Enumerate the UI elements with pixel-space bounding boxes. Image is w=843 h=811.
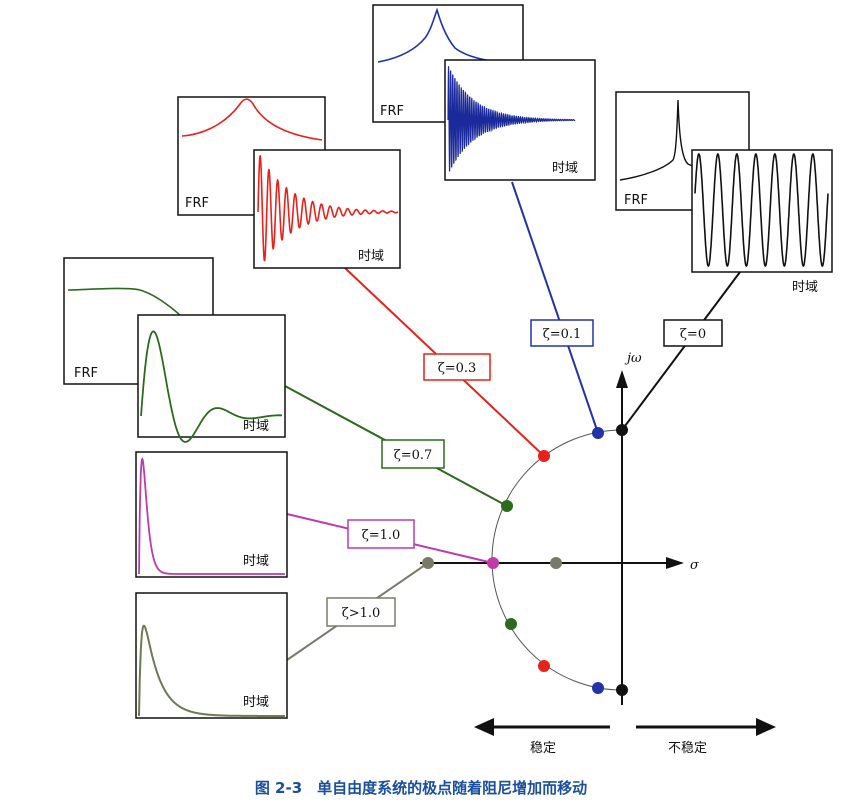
tag-z10-text: ζ=1.0	[362, 528, 401, 543]
tag-z0-text: ζ=0	[680, 327, 706, 342]
time-label-z07: 时域	[243, 419, 269, 434]
stable-label: 稳定	[530, 740, 556, 756]
tag-z01-text: ζ=0.1	[543, 327, 582, 342]
time-curve-z07	[140, 330, 282, 443]
pole-z0-upper	[616, 424, 628, 436]
pole-z01-lower	[592, 682, 604, 694]
time-curve-z0	[694, 152, 829, 268]
time-curve-zgt1	[138, 624, 285, 717]
time-label-zgt1: 时域	[243, 695, 269, 710]
tag-z03-text: ζ=0.3	[438, 361, 477, 376]
tag-z03: ζ=0.3	[423, 353, 491, 381]
pole-z03-lower	[538, 660, 550, 672]
tag-z07-text: ζ=0.7	[394, 448, 433, 463]
frf-label-z07: FRF	[74, 366, 98, 381]
s-plane: jω σ 稳定 不稳定	[420, 351, 776, 756]
frf-curve-z01	[377, 7, 521, 65]
tag-z07: ζ=0.7	[381, 439, 445, 469]
frf-label-z01: FRF	[380, 104, 404, 119]
imaginary-axis-label: jω	[624, 351, 642, 366]
poles	[422, 424, 628, 696]
time-curve-z01	[447, 66, 576, 172]
pole-z03-upper	[538, 450, 550, 462]
time-label-z03: 时域	[358, 249, 384, 264]
pole-zgt1-left	[422, 557, 434, 569]
time-curve-z03	[257, 154, 399, 262]
unstable-arrow-head	[756, 718, 776, 736]
pole-z07-lower	[505, 618, 517, 630]
panel-group-z07: FRF 时域	[63, 257, 286, 443]
time-label-z10: 时域	[243, 554, 269, 569]
leader-z01	[511, 181, 599, 434]
frf-label-z03: FRF	[185, 196, 209, 211]
tag-z10: ζ=1.0	[347, 519, 415, 549]
pole-z01-upper	[592, 427, 604, 439]
panel-group-z0: FRF 时域	[615, 91, 833, 295]
imaginary-axis-arrow	[616, 370, 628, 388]
frf-label-z0: FRF	[624, 193, 648, 208]
time-panel-z03	[253, 149, 401, 269]
time-label-z0: 时域	[792, 280, 818, 295]
pole-z10	[487, 557, 499, 569]
stable-arrow-head	[474, 718, 494, 736]
leader-z0	[621, 271, 741, 431]
tag-z01: ζ=0.1	[530, 319, 594, 347]
time-panel-z10	[135, 451, 288, 578]
pole-zgt1-right	[550, 557, 562, 569]
tag-z0: ζ=0	[663, 319, 723, 347]
time-panel-zgt1	[135, 592, 288, 719]
time-curve-z10	[138, 457, 285, 575]
real-axis-arrow	[666, 557, 684, 569]
figure-caption: 图 2-3 单自由度系统的极点随着阻尼增加而移动	[255, 779, 587, 797]
frf-curve-z03	[181, 98, 323, 141]
time-label-z01: 时域	[552, 161, 578, 176]
panel-group-z10: 时域	[135, 451, 288, 578]
panel-group-z03: FRF 时域	[177, 96, 401, 269]
unstable-label: 不稳定	[668, 740, 707, 756]
panel-group-zgt1: 时域	[135, 592, 288, 719]
pole-z0-lower	[616, 684, 628, 696]
pole-z07-upper	[501, 500, 513, 512]
panel-group-z01: FRF 时域	[372, 4, 596, 181]
tag-zgt1-text: ζ>1.0	[342, 606, 381, 621]
tag-zgt1: ζ>1.0	[326, 597, 396, 627]
damping-tags: ζ=0 ζ=0.1 ζ=0.3 ζ=0.7 ζ=1.0 ζ>1.0	[326, 319, 723, 627]
real-axis-label: σ	[690, 558, 700, 573]
